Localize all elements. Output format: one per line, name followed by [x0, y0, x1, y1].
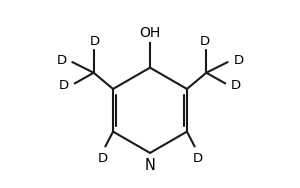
Text: OH: OH — [140, 26, 160, 40]
Text: D: D — [56, 54, 66, 67]
Text: N: N — [145, 158, 155, 173]
Text: D: D — [90, 35, 100, 48]
Text: D: D — [59, 79, 69, 92]
Text: D: D — [193, 152, 203, 165]
Text: D: D — [97, 152, 107, 165]
Text: D: D — [234, 54, 244, 67]
Text: D: D — [200, 35, 210, 48]
Text: D: D — [231, 79, 241, 92]
